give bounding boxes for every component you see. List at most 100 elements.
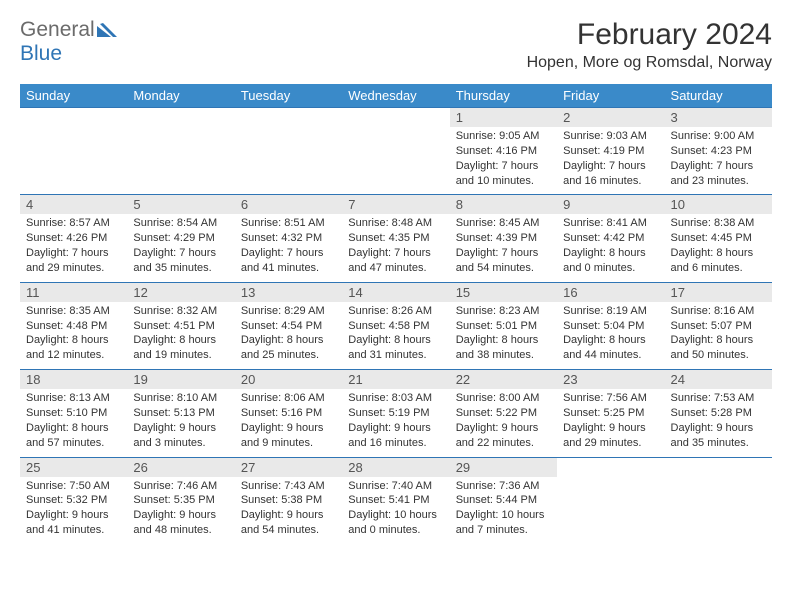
sunrise-text: Sunrise: 8:19 AM (563, 304, 658, 319)
sunrise-text: Sunrise: 8:35 AM (26, 304, 121, 319)
day-detail-cell: Sunrise: 9:00 AMSunset: 4:23 PMDaylight:… (665, 127, 772, 195)
day-number-cell: 11 (20, 282, 127, 302)
day-detail-cell: Sunrise: 7:36 AMSunset: 5:44 PMDaylight:… (450, 477, 557, 544)
day-number-cell (127, 108, 234, 128)
day-detail-row: Sunrise: 8:35 AMSunset: 4:48 PMDaylight:… (20, 302, 772, 370)
day-number-row: 123 (20, 108, 772, 128)
sunset-text: Sunset: 4:54 PM (241, 319, 336, 334)
day-number-cell: 14 (342, 282, 449, 302)
day-detail-row: Sunrise: 9:05 AMSunset: 4:16 PMDaylight:… (20, 127, 772, 195)
sunset-text: Sunset: 4:45 PM (671, 231, 766, 246)
daylight-text: Daylight: 8 hours (563, 333, 658, 348)
day-detail-cell: Sunrise: 7:50 AMSunset: 5:32 PMDaylight:… (20, 477, 127, 544)
calendar-table: Sunday Monday Tuesday Wednesday Thursday… (20, 84, 772, 544)
sunrise-text: Sunrise: 8:03 AM (348, 391, 443, 406)
day-detail-cell (342, 127, 449, 195)
sunset-text: Sunset: 5:10 PM (26, 406, 121, 421)
sunset-text: Sunset: 5:25 PM (563, 406, 658, 421)
day-detail-cell: Sunrise: 8:13 AMSunset: 5:10 PMDaylight:… (20, 389, 127, 457)
sunrise-text: Sunrise: 8:23 AM (456, 304, 551, 319)
title-block: February 2024 Hopen, More og Romsdal, No… (527, 18, 772, 72)
sunrise-text: Sunrise: 8:29 AM (241, 304, 336, 319)
daylight-text: and 3 minutes. (133, 436, 228, 451)
day-detail-cell: Sunrise: 7:46 AMSunset: 5:35 PMDaylight:… (127, 477, 234, 544)
day-detail-row: Sunrise: 7:50 AMSunset: 5:32 PMDaylight:… (20, 477, 772, 544)
sunrise-text: Sunrise: 7:53 AM (671, 391, 766, 406)
day-detail-cell: Sunrise: 9:03 AMSunset: 4:19 PMDaylight:… (557, 127, 664, 195)
day-detail-cell: Sunrise: 8:57 AMSunset: 4:26 PMDaylight:… (20, 214, 127, 282)
day-number-cell: 15 (450, 282, 557, 302)
daylight-text: and 29 minutes. (563, 436, 658, 451)
daylight-text: Daylight: 8 hours (456, 333, 551, 348)
day-number-cell: 3 (665, 108, 772, 128)
day-number-cell (665, 457, 772, 477)
daylight-text: and 16 minutes. (348, 436, 443, 451)
day-detail-cell: Sunrise: 8:48 AMSunset: 4:35 PMDaylight:… (342, 214, 449, 282)
day-detail-cell: Sunrise: 8:26 AMSunset: 4:58 PMDaylight:… (342, 302, 449, 370)
day-number-cell: 23 (557, 370, 664, 390)
sunrise-text: Sunrise: 9:05 AM (456, 129, 551, 144)
daylight-text: and 25 minutes. (241, 348, 336, 363)
day-number-cell: 8 (450, 195, 557, 215)
day-detail-cell: Sunrise: 8:29 AMSunset: 4:54 PMDaylight:… (235, 302, 342, 370)
sunset-text: Sunset: 5:35 PM (133, 493, 228, 508)
day-number-cell (557, 457, 664, 477)
day-number-cell: 18 (20, 370, 127, 390)
daylight-text: Daylight: 9 hours (348, 421, 443, 436)
sunset-text: Sunset: 5:22 PM (456, 406, 551, 421)
day-detail-cell (557, 477, 664, 544)
day-detail-cell: Sunrise: 8:19 AMSunset: 5:04 PMDaylight:… (557, 302, 664, 370)
day-number-cell: 27 (235, 457, 342, 477)
daylight-text: and 31 minutes. (348, 348, 443, 363)
day-detail-cell: Sunrise: 8:10 AMSunset: 5:13 PMDaylight:… (127, 389, 234, 457)
day-detail-row: Sunrise: 8:13 AMSunset: 5:10 PMDaylight:… (20, 389, 772, 457)
daylight-text: Daylight: 9 hours (133, 508, 228, 523)
day-detail-cell (127, 127, 234, 195)
sunrise-text: Sunrise: 9:00 AM (671, 129, 766, 144)
daylight-text: Daylight: 7 hours (456, 246, 551, 261)
sunset-text: Sunset: 5:13 PM (133, 406, 228, 421)
sunset-text: Sunset: 5:38 PM (241, 493, 336, 508)
sunset-text: Sunset: 4:16 PM (456, 144, 551, 159)
day-number-cell (20, 108, 127, 128)
weekday-header: Friday (557, 84, 664, 108)
sunrise-text: Sunrise: 8:26 AM (348, 304, 443, 319)
day-number-cell: 20 (235, 370, 342, 390)
day-detail-cell: Sunrise: 8:16 AMSunset: 5:07 PMDaylight:… (665, 302, 772, 370)
day-detail-cell: Sunrise: 7:53 AMSunset: 5:28 PMDaylight:… (665, 389, 772, 457)
daylight-text: and 35 minutes. (671, 436, 766, 451)
sunset-text: Sunset: 4:26 PM (26, 231, 121, 246)
sunrise-text: Sunrise: 7:36 AM (456, 479, 551, 494)
daylight-text: Daylight: 9 hours (671, 421, 766, 436)
day-number-cell: 1 (450, 108, 557, 128)
sunrise-text: Sunrise: 8:16 AM (671, 304, 766, 319)
daylight-text: Daylight: 7 hours (26, 246, 121, 261)
sunrise-text: Sunrise: 8:10 AM (133, 391, 228, 406)
sunset-text: Sunset: 5:07 PM (671, 319, 766, 334)
sunset-text: Sunset: 4:42 PM (563, 231, 658, 246)
weekday-header: Monday (127, 84, 234, 108)
day-number-cell: 28 (342, 457, 449, 477)
daylight-text: and 16 minutes. (563, 174, 658, 189)
daylight-text: and 44 minutes. (563, 348, 658, 363)
day-detail-cell: Sunrise: 8:00 AMSunset: 5:22 PMDaylight:… (450, 389, 557, 457)
daylight-text: and 48 minutes. (133, 523, 228, 538)
daylight-text: and 57 minutes. (26, 436, 121, 451)
daylight-text: Daylight: 7 hours (241, 246, 336, 261)
day-detail-cell: Sunrise: 8:32 AMSunset: 4:51 PMDaylight:… (127, 302, 234, 370)
sunset-text: Sunset: 4:35 PM (348, 231, 443, 246)
daylight-text: and 12 minutes. (26, 348, 121, 363)
daylight-text: Daylight: 8 hours (26, 421, 121, 436)
daylight-text: Daylight: 9 hours (133, 421, 228, 436)
daylight-text: and 19 minutes. (133, 348, 228, 363)
day-number-cell (342, 108, 449, 128)
sunrise-text: Sunrise: 8:00 AM (456, 391, 551, 406)
sunset-text: Sunset: 4:58 PM (348, 319, 443, 334)
sunrise-text: Sunrise: 8:57 AM (26, 216, 121, 231)
sunset-text: Sunset: 4:32 PM (241, 231, 336, 246)
daylight-text: Daylight: 9 hours (241, 421, 336, 436)
weekday-header-row: Sunday Monday Tuesday Wednesday Thursday… (20, 84, 772, 108)
weekday-header: Sunday (20, 84, 127, 108)
daylight-text: and 9 minutes. (241, 436, 336, 451)
day-detail-cell: Sunrise: 7:40 AMSunset: 5:41 PMDaylight:… (342, 477, 449, 544)
